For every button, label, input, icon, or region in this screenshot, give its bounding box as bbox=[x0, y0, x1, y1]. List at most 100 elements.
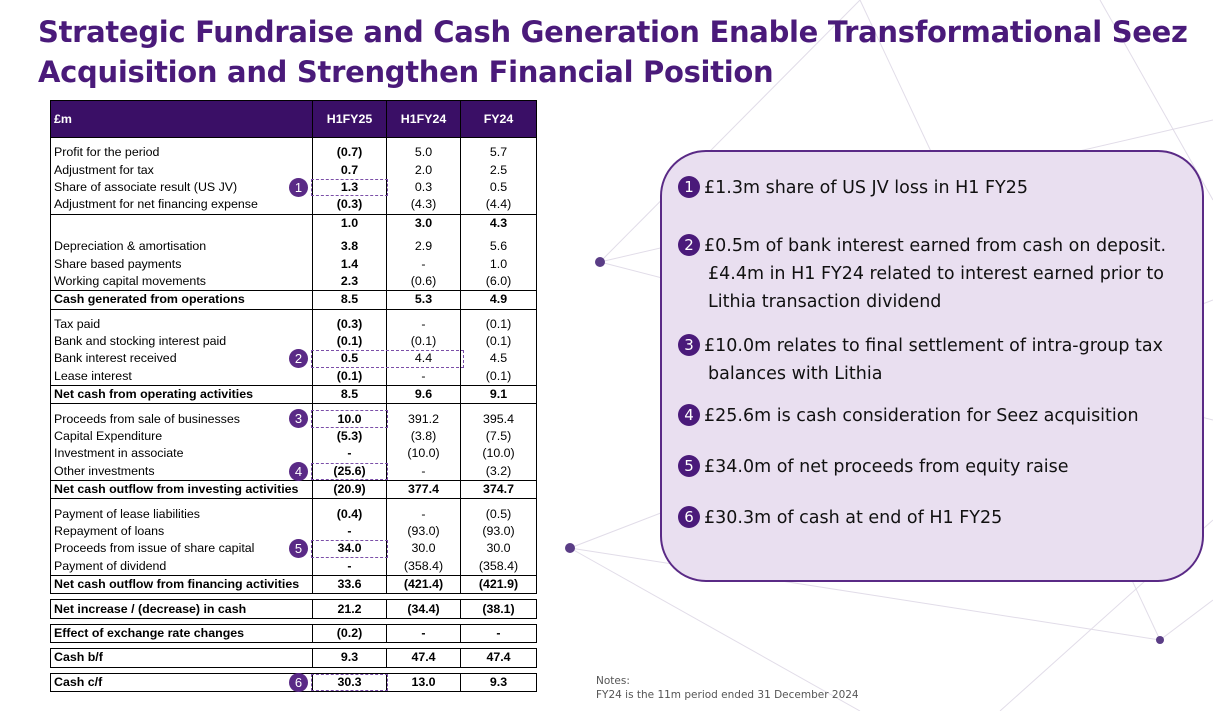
spacer-row bbox=[50, 498, 537, 506]
note-marker: 4 bbox=[289, 461, 308, 481]
spacer-cell bbox=[312, 137, 387, 144]
table-row: Tax paid (0.3) - (0.1) bbox=[50, 315, 537, 333]
value-text: 4.3 bbox=[489, 215, 508, 230]
value-text: 3.0 bbox=[414, 215, 433, 230]
header-period: H1FY25 bbox=[312, 100, 387, 138]
row-label: Other investments bbox=[50, 462, 313, 481]
page-title: Strategic Fundraise and Cash Generation … bbox=[38, 15, 1188, 89]
table-row: Cash c/f 30.3 6 13.0 9.3 bbox=[50, 672, 537, 692]
row-label: Net cash from operating activities bbox=[50, 385, 313, 405]
value-text: 5.0 bbox=[414, 145, 433, 160]
row-value: 34.0 5 bbox=[289, 539, 388, 559]
table-row: Share based payments 1.4 - 1.0 bbox=[50, 255, 537, 273]
row-value: (0.2) bbox=[312, 623, 387, 644]
note-marker: 5 bbox=[289, 539, 308, 559]
row-label: Effect of exchange rate changes bbox=[50, 623, 313, 644]
value-text: (20.9) bbox=[333, 482, 366, 497]
value-text: (358.4) bbox=[403, 558, 444, 573]
value-text: (93.0) bbox=[407, 524, 440, 538]
note-item: 3 £10.0m relates to final settlement of i… bbox=[678, 332, 1188, 388]
note-text: £0.5m of bank interest earned from cash … bbox=[704, 236, 1167, 256]
spacer-cell bbox=[312, 498, 387, 506]
note-item: 1 £1.3m share of US JV loss in H1 FY25 bbox=[678, 174, 1188, 202]
value-text: (6.0) bbox=[485, 273, 512, 288]
table-row: 1.0 3.0 4.3 bbox=[50, 213, 537, 232]
table-row: Share of associate result (US JV) 1.3 1 0.3… bbox=[50, 177, 537, 197]
note-text: £34.0m of net proceeds from equity raise bbox=[704, 457, 1069, 477]
row-label: Adjustment for tax bbox=[50, 161, 313, 179]
value-text: 13.0 bbox=[411, 674, 436, 689]
row-value: 47.4 bbox=[460, 648, 537, 668]
row-value: 3.8 bbox=[312, 237, 387, 256]
value-text: 8.5 bbox=[340, 292, 359, 307]
table-row: Payment of lease liabilities (0.4) - (0.5) bbox=[50, 505, 537, 523]
header-period: FY24 bbox=[460, 100, 537, 138]
spacer-cell bbox=[386, 498, 461, 506]
row-value: (0.3) bbox=[312, 196, 387, 215]
value-text: 2.0 bbox=[414, 162, 433, 177]
row-value: (0.1) bbox=[460, 315, 537, 333]
row-label: Depreciation & amortisation bbox=[50, 237, 313, 256]
value-text: 5.6 bbox=[489, 239, 508, 254]
row-value: - bbox=[386, 315, 461, 333]
note-marker: 1 bbox=[289, 177, 308, 197]
spacer-cell bbox=[460, 309, 537, 316]
cash-flow-table: £m H1FY25 H1FY24 FY24 Profit for the period (… bbox=[50, 100, 537, 692]
row-value: 391.2 bbox=[386, 410, 461, 428]
row-value: - bbox=[386, 462, 461, 481]
row-value: 9.6 bbox=[386, 385, 461, 405]
row-label: Proceeds from sale of businesses bbox=[50, 410, 313, 428]
row-value: 10.0 3 bbox=[289, 409, 388, 429]
value-text: 1.0 bbox=[489, 256, 508, 271]
value-text: 9.1 bbox=[489, 387, 508, 402]
value-text: 9.6 bbox=[414, 387, 433, 402]
value-text: (421.4) bbox=[403, 577, 444, 592]
row-value: (7.5) bbox=[460, 427, 537, 446]
footnote: Notes: FY24 is the 11m period ended 31 D… bbox=[596, 674, 859, 702]
note-number-badge: 1 bbox=[678, 176, 700, 198]
spacer-cell bbox=[50, 231, 313, 238]
value-text: 3.8 bbox=[340, 239, 359, 254]
value-text: 0.5 bbox=[340, 351, 359, 366]
row-value: (0.1) bbox=[460, 332, 537, 351]
row-label: Cash generated from operations bbox=[50, 290, 313, 310]
row-value: 4.4 bbox=[386, 350, 461, 368]
note-number-badge: 5 bbox=[678, 455, 700, 477]
row-value: 30.0 bbox=[460, 540, 537, 558]
note-text: £4.4m in H1 FY24 related to interest ear… bbox=[708, 264, 1164, 284]
row-value: (4.4) bbox=[460, 196, 537, 215]
row-value: (0.5) bbox=[460, 505, 537, 523]
row-value: - bbox=[312, 557, 387, 576]
value-text: (0.6) bbox=[410, 273, 437, 288]
spacer-cell bbox=[386, 309, 461, 316]
table-row: Lease interest (0.1) - (0.1) bbox=[50, 367, 537, 386]
value-text: (0.4) bbox=[336, 506, 363, 521]
value-text: 9.3 bbox=[340, 650, 359, 665]
spacer-cell bbox=[50, 498, 313, 506]
note-text: £1.3m share of US JV loss in H1 FY25 bbox=[704, 178, 1029, 198]
note-item: 6 £30.3m of cash at end of H1 FY25 bbox=[678, 504, 1188, 532]
value-text: - bbox=[421, 506, 426, 521]
note-item: 4 £25.6m is cash consideration for Seez a… bbox=[678, 402, 1188, 430]
value-text: 0.7 bbox=[340, 162, 359, 177]
spacer-cell bbox=[386, 137, 461, 144]
row-label bbox=[50, 213, 313, 232]
row-value: 2.0 bbox=[386, 161, 461, 179]
value-text: 30.0 bbox=[411, 541, 436, 556]
row-value: (93.0) bbox=[460, 522, 537, 541]
value-text: 34.0 bbox=[337, 541, 362, 556]
row-label: Adjustment for net financing expense bbox=[50, 196, 313, 215]
table-header-row: £m H1FY25 H1FY24 FY24 bbox=[50, 100, 537, 138]
value-text: - bbox=[421, 368, 426, 383]
row-value: 9.1 bbox=[460, 385, 537, 405]
table-row: Effect of exchange rate changes (0.2) - - bbox=[50, 623, 537, 644]
spacer-cell bbox=[460, 498, 537, 506]
row-value: 21.2 bbox=[312, 599, 387, 619]
value-text: (0.1) bbox=[485, 316, 512, 331]
value-text: (3.8) bbox=[410, 429, 437, 444]
row-value: (0.1) bbox=[460, 367, 537, 386]
row-value: (358.4) bbox=[460, 557, 537, 576]
note-marker: 6 bbox=[289, 672, 308, 692]
value-text: (4.4) bbox=[485, 197, 512, 212]
value-text: - bbox=[421, 316, 426, 331]
